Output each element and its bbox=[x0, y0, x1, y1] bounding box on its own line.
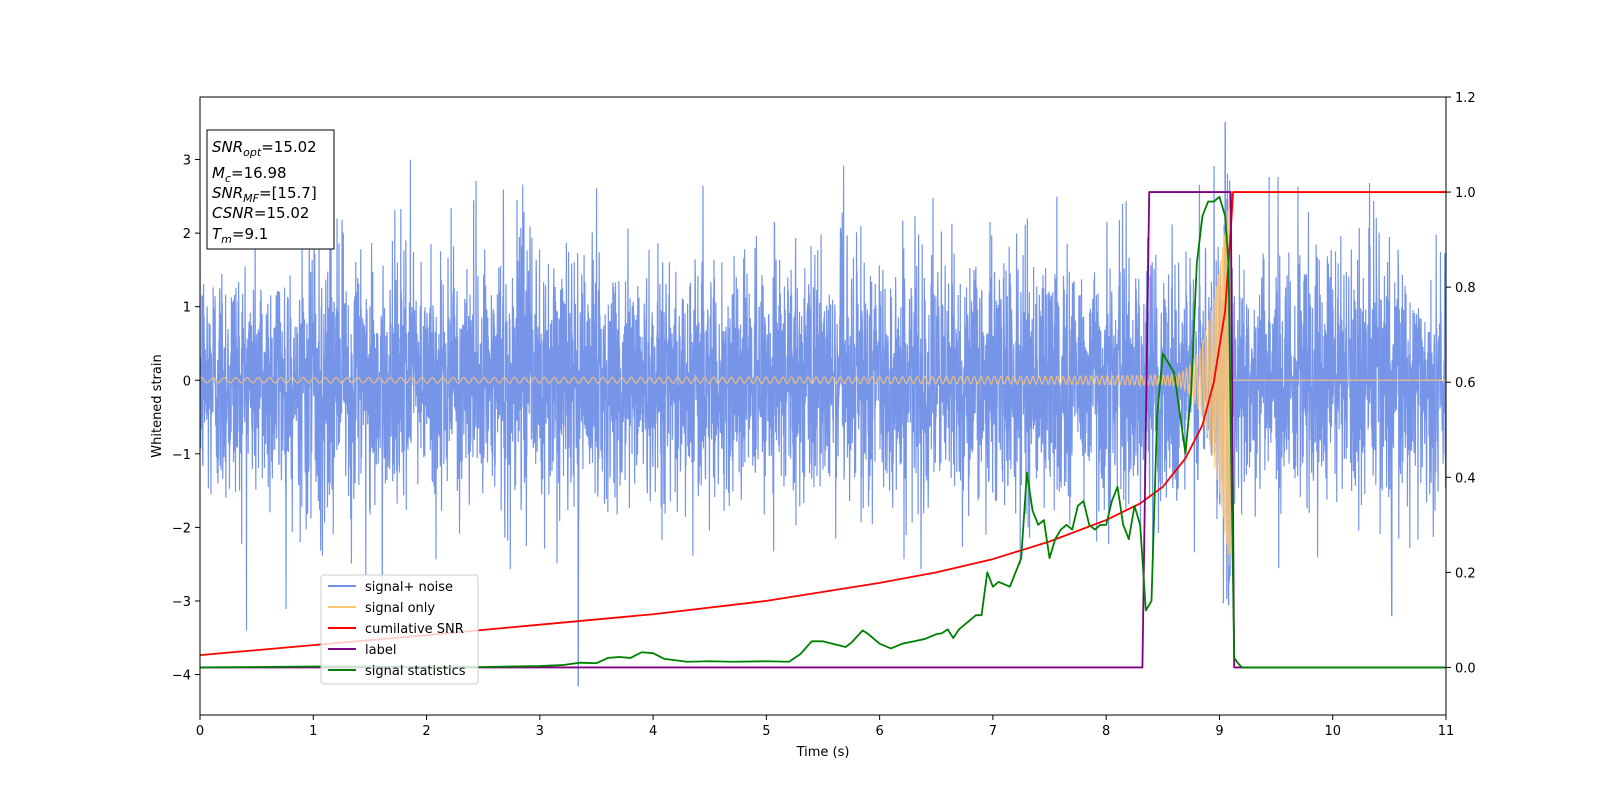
x-tick-label: 10 bbox=[1324, 724, 1341, 739]
info-snr-opt: SNRopt=15.02 bbox=[212, 138, 317, 159]
legend-label-signal-only: signal only bbox=[365, 601, 435, 616]
x-axis: 0 1 2 3 4 5 6 7 8 9 10 11 bbox=[196, 715, 1454, 739]
x-tick-label: 3 bbox=[536, 724, 544, 739]
y2-tick-label: 1.2 bbox=[1455, 91, 1476, 106]
info-box: SNRopt=15.02 Mc=16.98 SNRMF=[15.7] CSNR=… bbox=[206, 129, 335, 250]
legend-label-cumulative-snr: cumilative SNR bbox=[365, 622, 464, 637]
legend-label-label: label bbox=[365, 643, 396, 658]
y-axis-right: 0.0 0.2 0.4 0.6 0.8 1.0 1.2 bbox=[1446, 91, 1476, 676]
x-tick-label: 8 bbox=[1102, 724, 1110, 739]
info-box-frame bbox=[206, 129, 335, 250]
series-signal-statistics bbox=[200, 195, 1446, 669]
y2-tick-label: 0.2 bbox=[1455, 566, 1476, 581]
plot-frame bbox=[199, 96, 1447, 716]
y-tick-label: 3 bbox=[183, 154, 191, 169]
y2-tick-label: 1.0 bbox=[1455, 186, 1476, 201]
info-chirp-mass: Mc=16.98 bbox=[212, 164, 287, 185]
plot-area bbox=[200, 122, 1446, 687]
legend-label-signal-noise: signal+ noise bbox=[365, 580, 453, 595]
y-tick-label: −4 bbox=[172, 669, 191, 684]
series-cumulative-snr bbox=[200, 191, 1446, 656]
y-tick-label: 2 bbox=[183, 227, 191, 242]
x-tick-label: 0 bbox=[196, 724, 204, 739]
info-merger-time: Tm=9.1 bbox=[212, 225, 268, 246]
x-axis-label: Time (s) bbox=[796, 745, 850, 760]
x-tick-label: 7 bbox=[989, 724, 997, 739]
y2-tick-label: 0.8 bbox=[1455, 281, 1476, 296]
legend: signal+ noise signal only cumilative SNR… bbox=[320, 574, 479, 685]
y-axis-label: Whitened strain bbox=[150, 354, 165, 457]
x-tick-label: 4 bbox=[649, 724, 657, 739]
x-tick-label: 2 bbox=[422, 724, 430, 739]
x-tick-label: 11 bbox=[1438, 724, 1455, 739]
y-tick-label: 1 bbox=[183, 301, 191, 316]
series-signal-noise bbox=[200, 122, 1446, 687]
y-tick-label: −1 bbox=[172, 448, 191, 463]
x-tick-label: 6 bbox=[875, 724, 883, 739]
series-signal-only bbox=[200, 200, 1446, 566]
y2-tick-label: 0.4 bbox=[1455, 471, 1476, 486]
y-axis-left: −4 −3 −2 −1 0 1 2 3 bbox=[172, 154, 200, 684]
x-tick-label: 9 bbox=[1215, 724, 1223, 739]
info-snr-mf: SNRMF=[15.7] bbox=[212, 184, 317, 205]
legend-frame bbox=[320, 574, 479, 685]
legend-label-signal-statistics: signal statistics bbox=[365, 664, 466, 679]
y-tick-label: 0 bbox=[183, 374, 191, 389]
y-tick-label: −3 bbox=[172, 595, 191, 610]
x-tick-label: 5 bbox=[762, 724, 770, 739]
x-tick-label: 1 bbox=[309, 724, 317, 739]
info-csnr: CSNR=15.02 bbox=[212, 204, 309, 222]
y2-tick-label: 0.6 bbox=[1455, 376, 1476, 391]
y-tick-label: −2 bbox=[172, 521, 191, 536]
y2-tick-label: 0.0 bbox=[1455, 661, 1476, 676]
